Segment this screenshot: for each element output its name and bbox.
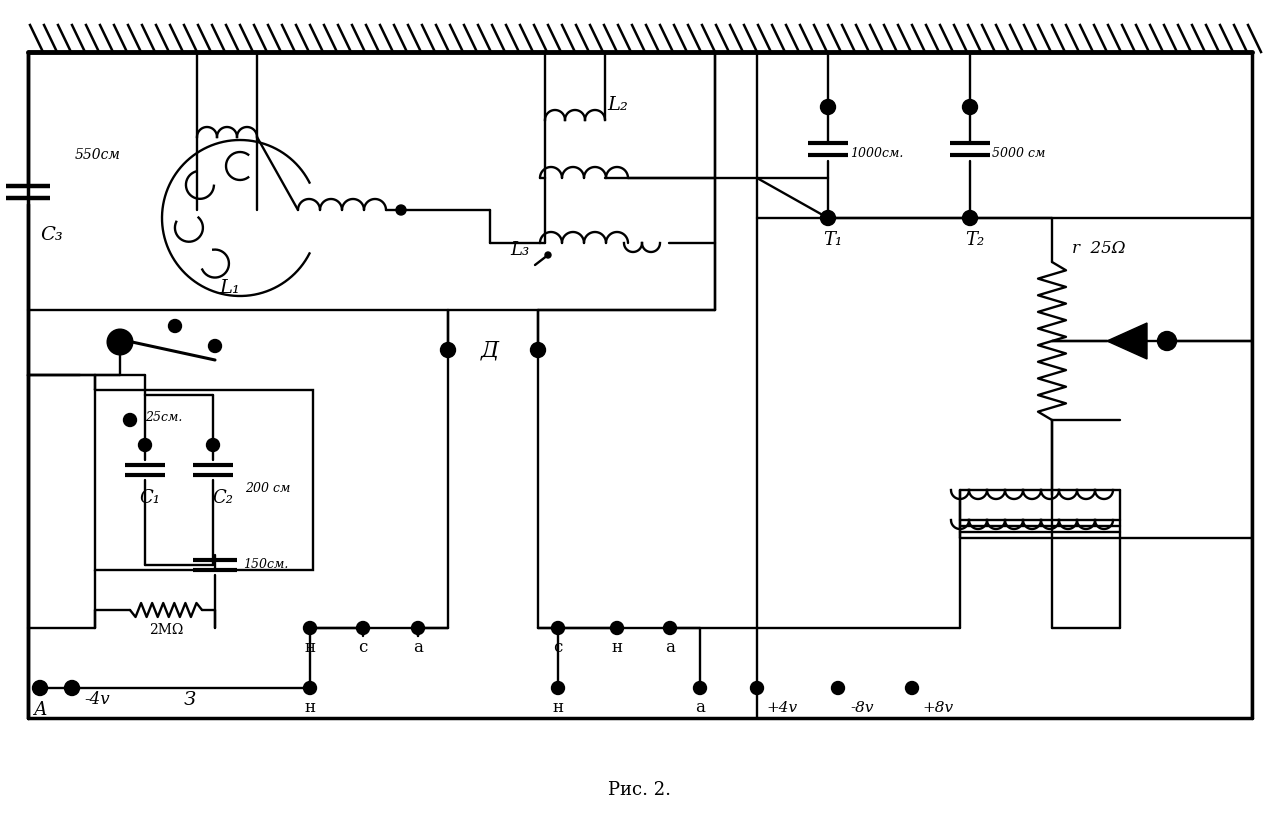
- Circle shape: [694, 682, 707, 694]
- Text: Д: Д: [481, 339, 499, 361]
- Text: +8v: +8v: [923, 701, 954, 715]
- Text: -8v: -8v: [850, 701, 874, 715]
- Text: с: с: [358, 639, 367, 657]
- Circle shape: [108, 330, 132, 354]
- Circle shape: [442, 343, 454, 357]
- Text: C₂: C₂: [212, 489, 233, 507]
- Text: 25см.: 25см.: [145, 410, 182, 424]
- Text: н: н: [612, 639, 622, 657]
- Text: 200 см: 200 см: [244, 481, 291, 494]
- Circle shape: [906, 682, 918, 694]
- Text: -4v: -4v: [84, 691, 110, 709]
- Circle shape: [1158, 332, 1176, 350]
- Text: L₁: L₁: [220, 279, 241, 297]
- Text: 550см: 550см: [76, 148, 120, 162]
- Circle shape: [140, 439, 151, 451]
- Circle shape: [531, 343, 545, 357]
- Text: а: а: [413, 639, 422, 657]
- Bar: [95, 390, 314, 570]
- Text: 2МΩ: 2МΩ: [148, 623, 183, 637]
- Circle shape: [820, 100, 835, 114]
- Text: З: З: [184, 691, 196, 709]
- Text: r  25Ω: r 25Ω: [1073, 240, 1125, 256]
- Circle shape: [552, 682, 564, 694]
- Circle shape: [305, 682, 316, 694]
- Circle shape: [209, 340, 221, 352]
- Text: L₃: L₃: [511, 241, 530, 259]
- Text: T₁: T₁: [823, 231, 842, 249]
- Circle shape: [552, 622, 564, 634]
- Circle shape: [664, 622, 676, 634]
- Circle shape: [611, 622, 623, 634]
- Circle shape: [963, 211, 977, 225]
- Circle shape: [65, 681, 79, 695]
- Text: а: а: [695, 700, 705, 717]
- Circle shape: [207, 439, 219, 451]
- Text: T₂: T₂: [965, 231, 984, 249]
- Circle shape: [963, 100, 977, 114]
- Text: C₁: C₁: [140, 489, 160, 507]
- Text: +4v: +4v: [767, 701, 797, 715]
- Circle shape: [396, 205, 406, 215]
- Text: н: н: [553, 700, 563, 717]
- Text: н: н: [305, 639, 316, 657]
- Circle shape: [124, 414, 136, 426]
- Text: L₂: L₂: [607, 96, 628, 114]
- Text: а: а: [666, 639, 675, 657]
- Text: н: н: [305, 700, 316, 717]
- Circle shape: [412, 622, 424, 634]
- Circle shape: [832, 682, 844, 694]
- Text: с: с: [553, 639, 563, 657]
- Polygon shape: [1107, 323, 1147, 359]
- Circle shape: [357, 622, 369, 634]
- Text: 1000см.: 1000см.: [850, 147, 904, 160]
- Circle shape: [820, 211, 835, 225]
- Text: Рис. 2.: Рис. 2.: [608, 781, 672, 799]
- Circle shape: [305, 622, 316, 634]
- Circle shape: [169, 320, 180, 332]
- Text: А: А: [33, 701, 47, 719]
- Circle shape: [33, 681, 47, 695]
- Text: 5000 см: 5000 см: [992, 147, 1046, 160]
- Text: 150см.: 150см.: [243, 559, 288, 572]
- Circle shape: [545, 252, 550, 258]
- Circle shape: [751, 682, 763, 694]
- Text: C₃: C₃: [41, 226, 64, 244]
